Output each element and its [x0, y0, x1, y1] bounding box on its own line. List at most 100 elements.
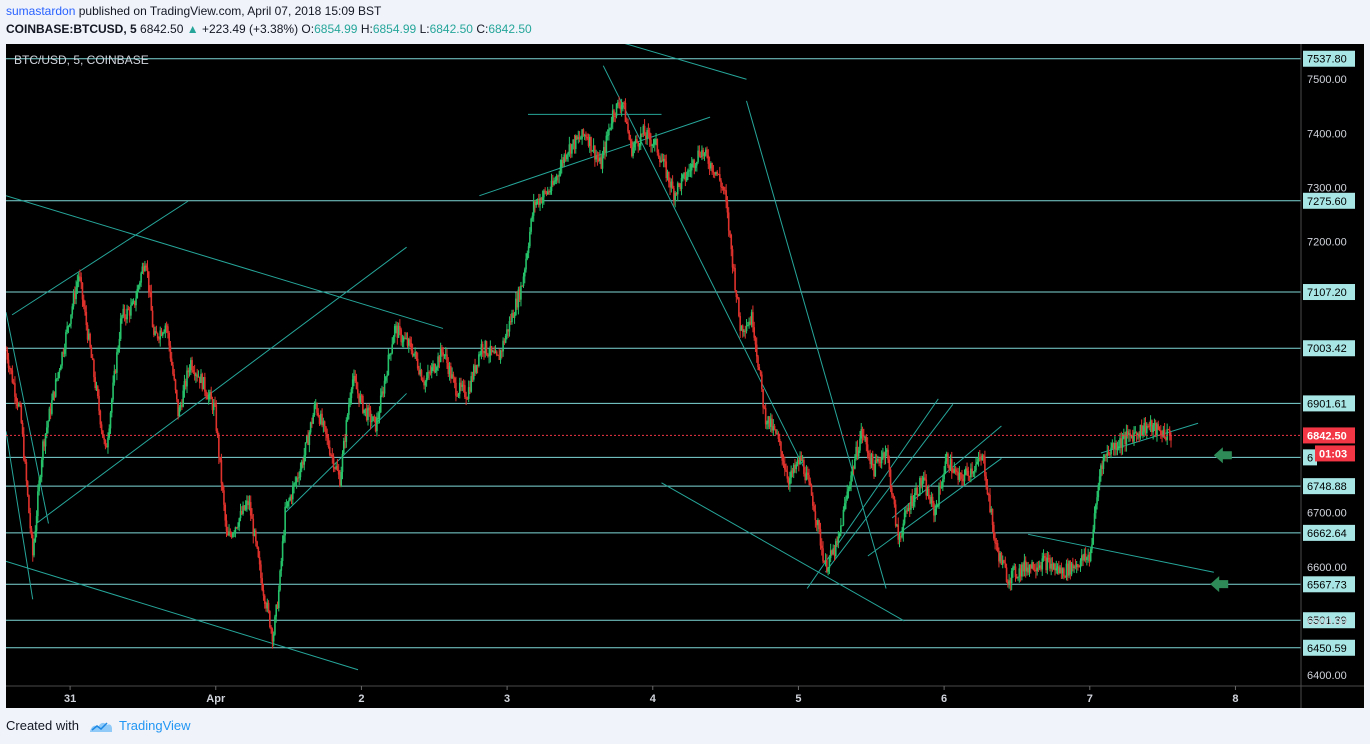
candle-body [29, 513, 32, 529]
candle-body [861, 429, 864, 437]
candle-body [372, 416, 374, 422]
chart-background [6, 44, 1364, 708]
candle-body [860, 429, 863, 439]
level-label-box [1303, 50, 1355, 67]
candle-body [25, 462, 28, 482]
candle-body [200, 374, 202, 383]
candle-body [1056, 566, 1059, 569]
candle-body [675, 192, 678, 195]
candle-body [191, 360, 193, 370]
candle-body [11, 370, 14, 383]
candle-body [121, 315, 123, 319]
candle-body [309, 422, 312, 433]
candle-body [24, 459, 26, 463]
candle-body [416, 358, 419, 369]
candle-body [114, 370, 117, 373]
candle-body [396, 325, 399, 338]
candle-body [110, 399, 113, 413]
candle-body [520, 285, 522, 300]
candle-body [656, 139, 659, 153]
candle-body [838, 532, 841, 537]
candle-body [1041, 558, 1044, 570]
candle-body [311, 422, 313, 424]
candle-body [67, 325, 70, 327]
candle-body [204, 377, 206, 392]
candle-body [235, 527, 238, 529]
candle-body [970, 468, 972, 478]
candle-body [1158, 429, 1161, 431]
candle-body [359, 395, 362, 403]
price-axis[interactable]: 7537.80 7275.60 7107.20 7003.42 6901.61 6 6748… [1303, 50, 1355, 682]
trend-line [624, 44, 747, 80]
candle-body [614, 115, 617, 117]
candle-body [271, 629, 274, 642]
trend-line [11, 200, 189, 316]
candle-body [1061, 568, 1064, 574]
candle-body [298, 477, 300, 479]
candle-body [555, 175, 558, 181]
candle-body [295, 477, 298, 483]
candle-body [761, 374, 763, 390]
chart-panel[interactable]: 7537.80 7275.60 7107.20 7003.42 6901.61 6 6748… [6, 44, 1364, 708]
candle-body [592, 145, 595, 151]
candle-body [1032, 562, 1035, 570]
candle-body [429, 372, 432, 374]
candle-body [722, 187, 725, 190]
price-chart[interactable]: 7537.807275.607107.207003.426901.6166748… [6, 44, 1364, 708]
candle-body [1145, 425, 1148, 434]
candle-body [159, 330, 162, 340]
trend-line [36, 246, 407, 524]
candle-body [562, 159, 564, 164]
candle-body [127, 308, 130, 310]
author-link[interactable]: sumastardon [6, 4, 76, 18]
candle-body [216, 430, 219, 436]
candle-body [854, 459, 856, 469]
candle-body [302, 461, 304, 465]
candle-body [554, 180, 557, 182]
candle-body [889, 469, 892, 489]
candle-body [976, 461, 979, 465]
candle-body [423, 381, 425, 386]
candle-body [270, 627, 272, 630]
candle-body [414, 351, 416, 354]
candle-body [1066, 563, 1069, 576]
trend-line [6, 195, 444, 329]
candle-body [248, 502, 251, 506]
candle-body [153, 327, 155, 335]
candle-body [130, 305, 132, 316]
level-label-box [1303, 284, 1355, 301]
candle-body [226, 531, 229, 536]
candle-body [599, 157, 601, 162]
candle-body [283, 535, 285, 542]
candle-body [1074, 566, 1077, 568]
candle-body [300, 461, 303, 469]
candle-body [401, 341, 404, 343]
candle-body [376, 418, 378, 432]
candle-body [7, 359, 10, 368]
candle-body [619, 106, 622, 110]
candle-body [1075, 564, 1078, 568]
candle-body [631, 141, 633, 156]
candle-body [444, 354, 447, 356]
candle-body [1070, 563, 1073, 575]
candle-body [225, 520, 228, 532]
candle-body [349, 398, 351, 405]
tradingview-link[interactable]: TradingView [118, 718, 191, 733]
candle-body [1060, 567, 1063, 574]
candle-body [526, 253, 529, 259]
candle-body [685, 176, 688, 181]
candle-body [497, 354, 499, 356]
candle-body [37, 491, 39, 517]
time-axis[interactable]: 31 Apr 2 3 4 5 6 7 8 [64, 686, 1239, 705]
candle-body [261, 578, 263, 591]
candle-body [851, 466, 854, 476]
candle-body [420, 370, 423, 380]
candle-body [1109, 453, 1111, 455]
candle-body [671, 181, 674, 189]
candle-body [1078, 566, 1081, 568]
candle-body [233, 532, 235, 534]
level-label: 7537.80 [1307, 54, 1347, 66]
candle-body [358, 393, 360, 403]
candle-body [182, 390, 184, 407]
candle-body [291, 486, 294, 500]
